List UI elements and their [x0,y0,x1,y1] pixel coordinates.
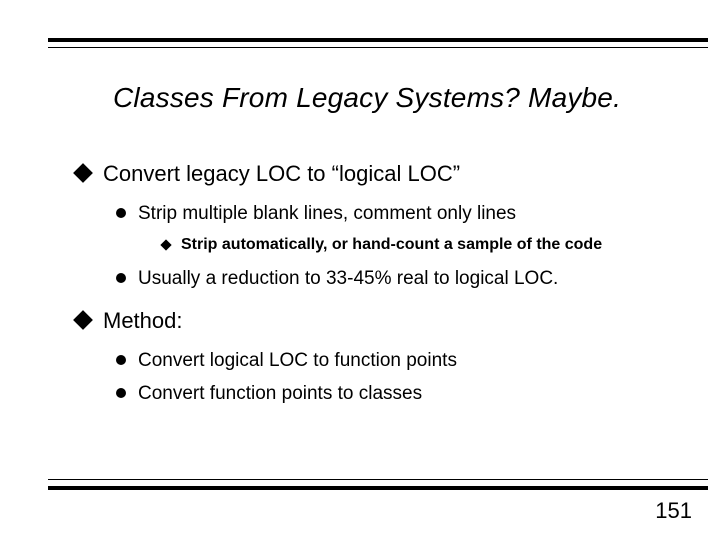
slide-content: Convert legacy LOC to “logical LOC” Stri… [76,160,680,416]
bullet-level2: Usually a reduction to 33-45% real to lo… [116,267,680,291]
dot-bullet-icon [116,388,126,398]
dot-bullet-icon [116,208,126,218]
bullet-text: Strip multiple blank lines, comment only… [138,202,516,226]
dot-bullet-icon [116,355,126,365]
bullet-text: Convert logical LOC to function points [138,349,457,373]
bullet-level1: Method: [76,307,680,335]
bullet-level2: Convert function points to classes [116,382,680,406]
bottom-rule-thick [48,486,708,490]
top-rule-thick [48,38,708,42]
page-number: 151 [655,498,692,524]
bullet-text: Usually a reduction to 33-45% real to lo… [138,267,558,291]
top-rule-thin [48,47,708,48]
bullet-text: Convert legacy LOC to “logical LOC” [103,160,460,188]
dot-bullet-icon [116,273,126,283]
bullet-level2: Strip multiple blank lines, comment only… [116,202,680,226]
bullet-text: Strip automatically, or hand-count a sam… [181,235,602,255]
slide-title: Classes From Legacy Systems? Maybe. [113,82,621,114]
small-diamond-bullet-icon [160,240,171,251]
diamond-bullet-icon [73,310,93,330]
bottom-rule-thin [48,479,708,480]
bullet-level2: Convert logical LOC to function points [116,349,680,373]
diamond-bullet-icon [73,163,93,183]
bullet-level1: Convert legacy LOC to “logical LOC” [76,160,680,188]
bullet-level3: Strip automatically, or hand-count a sam… [162,235,680,255]
bullet-text: Method: [103,307,183,335]
bullet-text: Convert function points to classes [138,382,422,406]
